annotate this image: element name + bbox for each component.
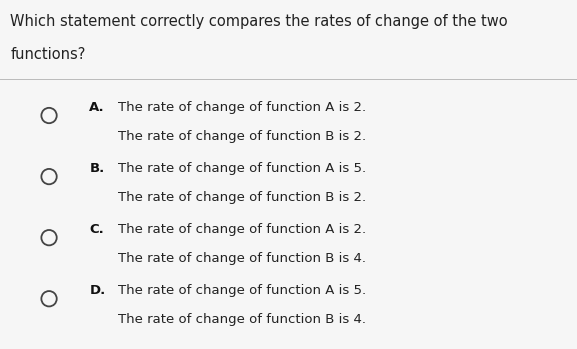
Text: C.: C. [89, 223, 104, 236]
Text: The rate of change of function A is 2.: The rate of change of function A is 2. [118, 101, 366, 114]
Text: functions?: functions? [10, 47, 86, 62]
Text: Which statement correctly compares the rates of change of the two: Which statement correctly compares the r… [10, 14, 508, 29]
Text: The rate of change of function B is 4.: The rate of change of function B is 4. [118, 313, 366, 326]
Text: B.: B. [89, 162, 104, 175]
Text: D.: D. [89, 284, 106, 297]
Text: A.: A. [89, 101, 105, 114]
Text: The rate of change of function A is 5.: The rate of change of function A is 5. [118, 162, 366, 175]
Text: The rate of change of function B is 2.: The rate of change of function B is 2. [118, 130, 366, 143]
Text: The rate of change of function A is 5.: The rate of change of function A is 5. [118, 284, 366, 297]
Text: The rate of change of function B is 2.: The rate of change of function B is 2. [118, 191, 366, 204]
Text: The rate of change of function B is 4.: The rate of change of function B is 4. [118, 252, 366, 265]
Text: The rate of change of function A is 2.: The rate of change of function A is 2. [118, 223, 366, 236]
